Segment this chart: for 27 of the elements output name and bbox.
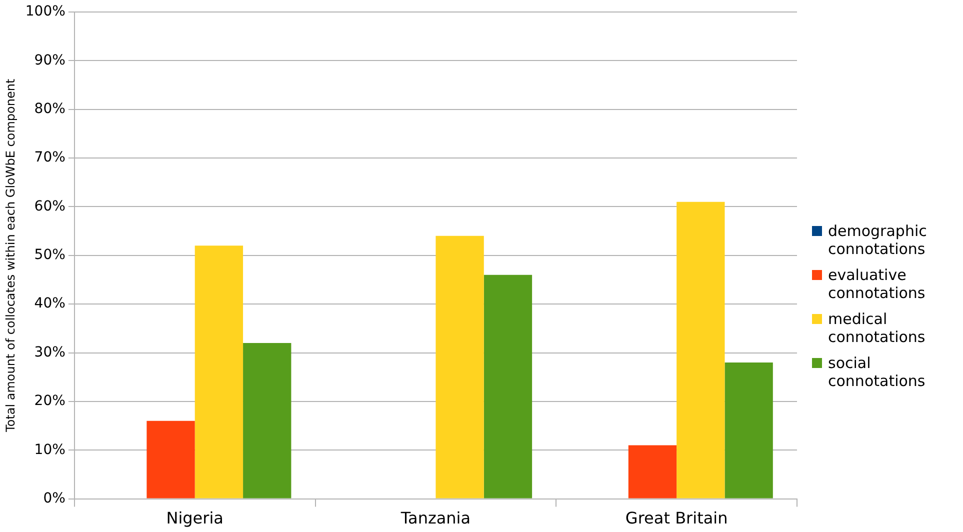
y-tick-label: 30% — [34, 344, 66, 360]
x-tick-label: Nigeria — [166, 508, 224, 528]
y-tick-label: 0% — [43, 490, 66, 506]
bar — [676, 202, 725, 498]
y-tick-label: 60% — [34, 198, 66, 214]
x-tick-label: Tanzania — [400, 508, 471, 528]
y-tick-label: 90% — [34, 52, 66, 68]
bar — [243, 343, 292, 498]
x-tick-label: Great Britain — [625, 508, 728, 528]
legend-label: demographic connotations — [828, 222, 928, 258]
bar — [436, 236, 484, 498]
y-tick-label: 100% — [25, 4, 66, 20]
y-tick-label: 80% — [34, 101, 66, 117]
legend-label: medical connotations — [828, 310, 926, 346]
y-tick-label: 40% — [34, 296, 66, 312]
y-tick-label: 70% — [34, 150, 66, 166]
y-tick-label: 50% — [34, 247, 66, 264]
y-tick-label: 10% — [34, 442, 66, 458]
legend-label: evaluative connotations — [828, 266, 926, 302]
bar — [194, 246, 244, 498]
y-tick-label: 20% — [34, 393, 66, 410]
bar — [146, 420, 195, 498]
bar — [628, 445, 677, 498]
bar — [484, 274, 532, 498]
bar — [724, 362, 773, 498]
y-axis-title: Total amount of collocates within each GloWbE component — [3, 78, 18, 433]
legend-label: social connotations — [828, 354, 926, 390]
